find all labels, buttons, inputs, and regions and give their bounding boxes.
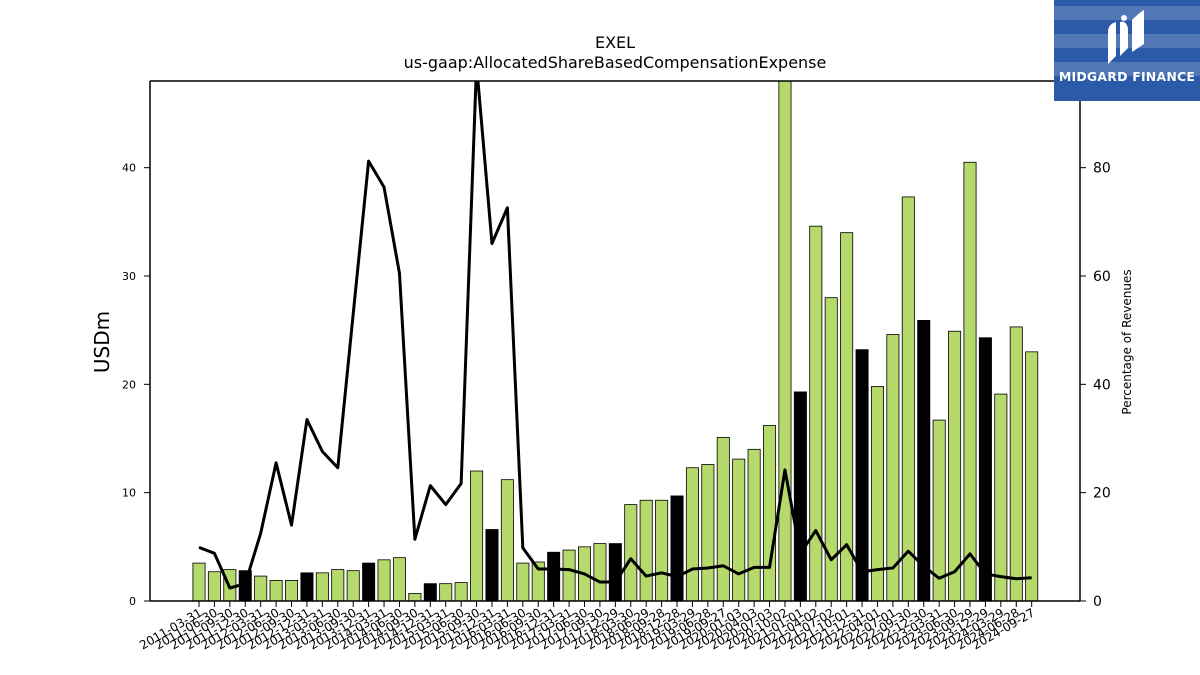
bar [531,561,545,601]
bar [377,559,391,601]
bar [855,349,869,601]
bar [423,583,437,601]
midgard-logo-icon [1108,10,1144,64]
percentage-line [198,81,1032,590]
bar [439,583,453,601]
bar [701,464,715,601]
brand-logo: MIDGARD FINANCE [1054,0,1200,101]
y-tick-label: 30 [122,270,136,283]
bar [470,470,484,601]
bar [747,448,761,601]
bar [639,499,653,601]
bar [978,337,992,601]
bar [392,557,406,601]
bar [454,582,468,601]
y-tick-label: 0 [129,595,136,608]
bar [624,504,638,601]
bar [562,549,576,601]
bar [608,543,622,601]
chart-subtitle: us-gaap:AllocatedShareBasedCompensationE… [404,53,827,72]
bar [716,437,730,601]
bar [362,562,376,601]
y2-tick-label: 0 [1093,594,1102,610]
bar [300,572,314,601]
bar [809,225,823,601]
bar [485,529,499,601]
y2-axis-label: Percentage of Revenues [1120,269,1134,414]
y2-tick-label: 60 [1093,269,1111,285]
bar [1009,326,1023,601]
y2-tick-label: 80 [1093,161,1111,177]
bar [192,562,206,601]
y-tick-label: 40 [122,162,136,175]
bar [547,551,561,601]
bar [315,572,329,601]
bar [408,593,422,601]
bar-series [192,81,1039,601]
y-axis-label: USDm [90,311,114,373]
bar [593,543,607,601]
y2-axis-ticks: 0 20 40 60 80 [1080,161,1111,610]
brand-name: MIDGARD FINANCE [1058,69,1196,84]
y-tick-label: 20 [122,378,136,391]
bar [793,391,807,601]
bar [207,571,221,601]
bar [331,569,345,601]
bar [516,562,530,601]
bar [763,425,777,601]
y2-tick-label: 40 [1093,377,1111,393]
bar [963,161,977,601]
chart-title: EXEL [595,33,635,52]
bar [285,580,299,601]
bar [870,386,884,601]
bar [685,467,699,601]
bar [732,458,746,601]
line-series [198,81,1032,590]
bar [824,297,838,601]
y-tick-label: 10 [122,487,136,500]
x-axis-ticks: 2011-03-312011-06-302011-09-302011-12-30… [137,601,1037,652]
bar [269,580,283,601]
y2-tick-label: 20 [1093,486,1111,502]
bar [346,570,360,601]
y-axis-ticks: 0 10 20 30 40 [122,162,150,608]
bar [917,320,931,601]
bar [1025,351,1039,601]
bar [670,495,684,601]
bar [500,479,514,601]
bar [994,393,1008,601]
bar [948,330,962,601]
bar [655,499,669,601]
bar [886,334,900,601]
bar [778,81,792,601]
bar [901,196,915,601]
bar [254,575,268,601]
